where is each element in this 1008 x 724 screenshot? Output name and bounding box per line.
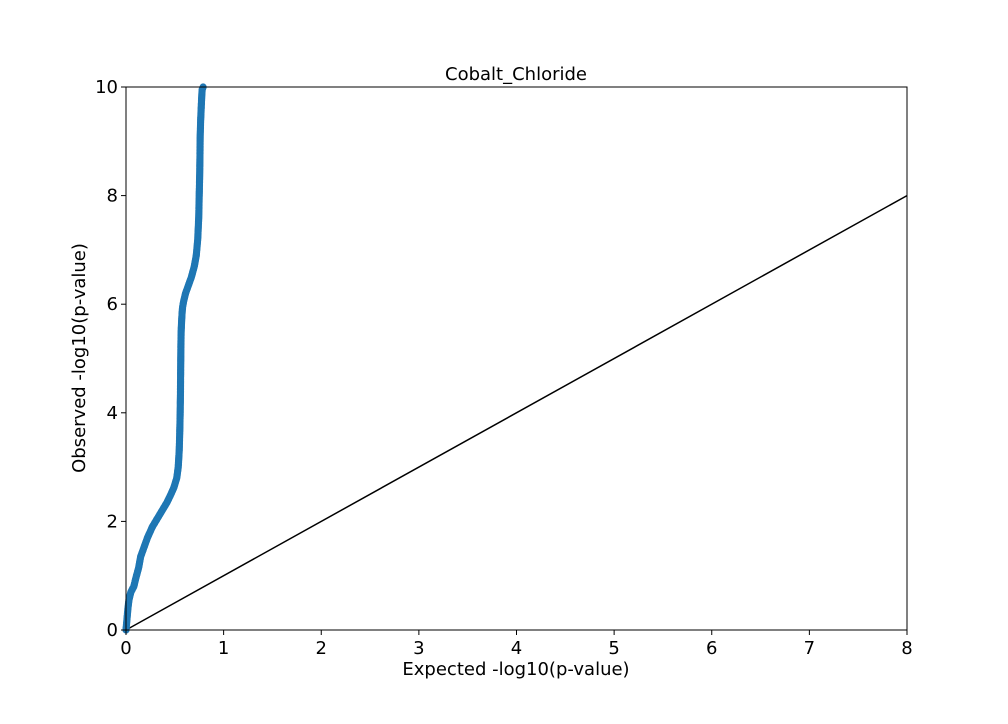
x-axis-label: Expected -log10(p-value)	[402, 659, 629, 680]
y-axis-label: Observed -log10(p-value)	[69, 243, 90, 473]
x-tick-label: 8	[901, 638, 912, 659]
y-axis-ticks: 0 2 4 6 8 10	[95, 77, 126, 641]
x-tick-label: 7	[804, 638, 815, 659]
x-tick-label: 0	[120, 638, 131, 659]
x-tick-label: 1	[218, 638, 229, 659]
plot-area	[122, 83, 908, 634]
x-tick-label: 4	[511, 638, 522, 659]
x-tick-label: 5	[608, 638, 619, 659]
x-tick-label: 2	[316, 638, 327, 659]
y-tick-label: 8	[107, 186, 118, 207]
plot-frame	[125, 86, 908, 631]
series-0	[122, 83, 207, 634]
y-tick-label: 6	[107, 294, 118, 315]
chart-title: Cobalt_Chloride	[445, 64, 587, 85]
y-tick-label: 10	[95, 77, 118, 98]
x-tick-label: 6	[706, 638, 717, 659]
x-axis-ticks: 0 1 2 3 4 5 6 7 8	[120, 630, 913, 659]
x-tick-label: 3	[413, 638, 424, 659]
y-tick-label: 2	[107, 511, 118, 532]
y-tick-label: 0	[107, 620, 118, 641]
reference-line	[125, 194, 908, 631]
y-tick-label: 4	[107, 403, 118, 424]
